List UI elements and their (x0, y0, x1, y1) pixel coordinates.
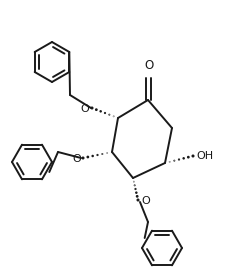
Text: OH: OH (196, 151, 213, 161)
Circle shape (92, 156, 93, 157)
Circle shape (136, 196, 138, 197)
Text: O: O (141, 196, 150, 206)
Circle shape (178, 159, 179, 160)
Circle shape (100, 111, 101, 112)
Circle shape (137, 199, 139, 201)
Circle shape (91, 107, 93, 109)
Circle shape (136, 192, 137, 193)
Circle shape (192, 155, 194, 157)
Circle shape (183, 158, 184, 159)
Circle shape (87, 156, 89, 158)
Circle shape (109, 114, 110, 115)
Circle shape (135, 188, 136, 190)
Text: O: O (72, 154, 81, 164)
Circle shape (82, 157, 84, 159)
Circle shape (174, 160, 175, 161)
Text: O: O (144, 59, 154, 72)
Circle shape (188, 157, 189, 158)
Circle shape (97, 155, 98, 156)
Text: O: O (80, 104, 89, 114)
Circle shape (96, 109, 97, 110)
